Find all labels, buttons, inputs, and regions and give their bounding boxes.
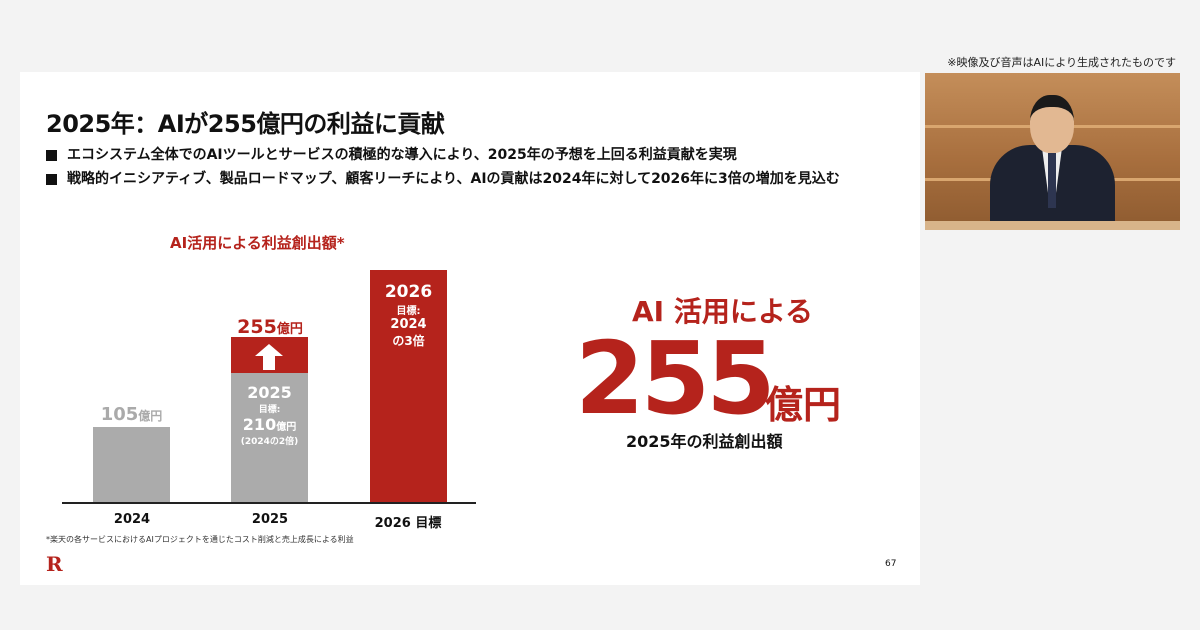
bar-2025-target: 2025 目標: 210億円 (2024の2倍) xyxy=(231,373,308,502)
bar-label-2025-actual: 255億円 xyxy=(237,316,303,338)
x-label-2026: 2026 目標 xyxy=(374,516,442,531)
bullet-text: エコシステム全体でのAIツールとサービスの積極的な導入により、2025年の予想を… xyxy=(67,147,737,163)
bar-2026-line1: 目標: xyxy=(396,306,421,317)
highlight-value: 255 xyxy=(575,320,776,437)
bar-2026: 2026 目標: 2024 の3倍 xyxy=(370,270,447,502)
presenter-video[interactable] xyxy=(925,73,1180,230)
rakuten-logo: R xyxy=(46,552,63,576)
bullet-item: エコシステム全体でのAIツールとサービスの積極的な導入により、2025年の予想を… xyxy=(46,146,896,164)
ai-generated-notice: ※映像及び音声はAIにより生成されたものです xyxy=(947,56,1176,69)
presenter-head xyxy=(1030,95,1074,153)
x-axis xyxy=(62,502,476,504)
x-label-2025: 2025 xyxy=(251,512,289,527)
highlight-unit: 億円 xyxy=(765,383,842,427)
highlight-label: AI 活用による xyxy=(632,295,813,328)
bar-2025-increase xyxy=(231,337,308,375)
bar-2026-line2: 2024 xyxy=(390,317,427,332)
bar-2026-line3: の3倍 xyxy=(392,334,425,348)
bar-2026-year: 2026 xyxy=(384,282,433,302)
footnote: *楽天の各サービスにおけるAIプロジェクトを通じたコスト削減と売上成長による利益 xyxy=(46,535,354,544)
bullet-square-icon xyxy=(46,174,57,185)
page-number: 67 xyxy=(885,559,897,569)
bullet-item: 戦略的イニシアティブ、製品ロードマップ、顧客リーチにより、AIの貢献は2024年… xyxy=(46,170,896,188)
presentation-slide: 2025年：AIが255億円の利益に貢献 エコシステム全体でのAIツールとサービ… xyxy=(20,72,920,585)
bar-2025-target-note: (2024の2倍) xyxy=(240,437,299,447)
highlight-caption: 2025年の利益創出額 xyxy=(626,432,783,451)
bullet-text: 戦略的イニシアティブ、製品ロードマップ、顧客リーチにより、AIの貢献は2024年… xyxy=(67,171,840,187)
chart-title: AI活用による利益創出額* xyxy=(170,234,345,252)
slide-title: 2025年：AIが255億円の利益に貢献 xyxy=(46,110,445,138)
x-label-2024: 2024 xyxy=(113,512,151,527)
bar-2025-year: 2025 xyxy=(247,383,292,402)
bar-2025-target-value: 210億円 xyxy=(242,415,297,434)
bar-2024 xyxy=(93,427,170,502)
presenter-tie xyxy=(1048,153,1056,208)
desk xyxy=(925,221,1180,230)
up-arrow-icon xyxy=(255,344,283,370)
bar-label-2024: 105億円 xyxy=(100,404,163,425)
bar-2025-target-label: 目標: xyxy=(258,405,281,415)
bullet-square-icon xyxy=(46,150,57,161)
